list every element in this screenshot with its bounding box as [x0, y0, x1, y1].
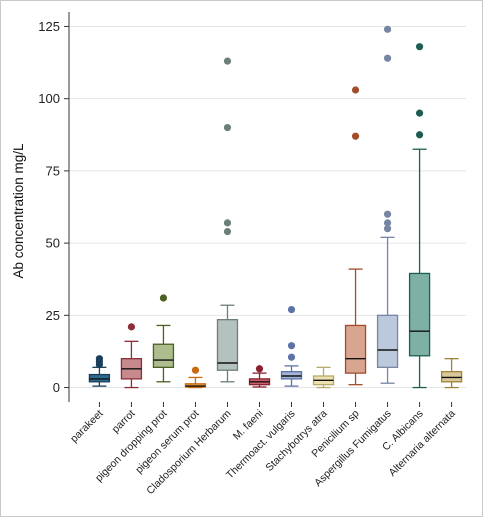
boxes: [88, 25, 463, 389]
outlier-point: [351, 86, 360, 94]
outlier-point: [383, 210, 392, 218]
outlier-point: [383, 54, 392, 62]
grid-lines: [69, 25, 466, 389]
box-group-3: [152, 294, 175, 383]
outlier-point: [383, 219, 392, 227]
y-tick-label: 25: [46, 308, 60, 323]
y-axis-title: Ab concentration mg/L: [11, 143, 26, 279]
box: [440, 371, 463, 383]
y-axis: 0 25 50 75 100 125: [38, 12, 70, 402]
y-tick-label: 125: [38, 19, 60, 34]
box-group-9: [344, 86, 367, 386]
box: [344, 324, 367, 374]
outlier-point: [287, 353, 296, 361]
box: [280, 371, 303, 380]
box: [184, 383, 207, 388]
y-tick-label: 100: [38, 91, 60, 106]
outlier-point: [223, 57, 232, 65]
y-tick-label: 50: [46, 236, 60, 251]
category-label: parakeet: [68, 408, 105, 445]
box: [408, 272, 431, 357]
box-group-11: [408, 43, 431, 389]
outlier-point: [415, 131, 424, 139]
outlier-point: [415, 109, 424, 117]
box-group-6: [248, 365, 271, 388]
box-group-8: [312, 366, 335, 389]
outlier-point: [223, 219, 232, 227]
box: [88, 373, 111, 383]
box: [376, 314, 399, 368]
outlier-point: [191, 366, 200, 374]
outlier-point: [383, 225, 392, 233]
box-group-2: [120, 323, 143, 389]
outlier-point: [223, 123, 232, 132]
box: [152, 343, 175, 368]
outlier-point: [351, 132, 360, 140]
outlier-point: [159, 294, 168, 302]
outlier-point: [255, 365, 264, 373]
box-group-10: [376, 25, 399, 384]
box-group-1: [88, 355, 111, 387]
box-group-12: [440, 358, 463, 389]
category-label: parrot: [110, 408, 138, 436]
y-tick-label: 0: [53, 380, 60, 395]
y-tick-label: 75: [46, 163, 60, 178]
outlier-point: [127, 323, 136, 331]
box: [216, 319, 239, 371]
outlier-point: [223, 227, 232, 236]
outlier-point: [287, 305, 296, 314]
box-group-4: [184, 366, 207, 389]
box-group-7: [280, 305, 303, 387]
box-group-5: [216, 57, 239, 383]
outlier-point: [287, 342, 296, 350]
outlier-point: [383, 25, 392, 33]
outlier-point: [95, 355, 104, 363]
outlier-point: [415, 43, 424, 51]
